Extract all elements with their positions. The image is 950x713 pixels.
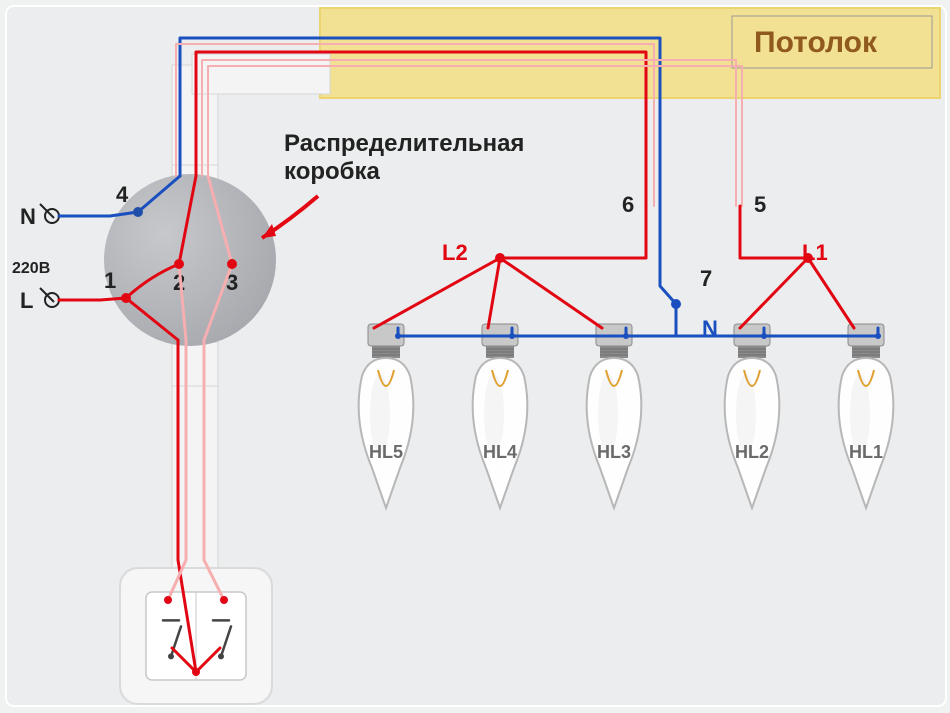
junction-node-1-label: 1 [104, 268, 116, 294]
diagram-wires-svg [0, 0, 950, 713]
junction-node-4-label: 4 [116, 182, 128, 208]
svg-text:HL4: HL4 [483, 442, 517, 462]
junction-node-3-label: 3 [226, 270, 238, 296]
svg-text:HL1: HL1 [849, 442, 883, 462]
svg-text:HL3: HL3 [597, 442, 631, 462]
svg-text:HL5: HL5 [369, 442, 403, 462]
svg-text:HL2: HL2 [735, 442, 769, 462]
node-5-label: 5 [754, 192, 766, 218]
node-6-label: 6 [622, 192, 634, 218]
source-l-label: L [20, 288, 33, 314]
source-n-label: N [20, 204, 36, 230]
wiring-diagram: HL1 HL2 HL3 HL4 HL5 Потолок Распределительна… [0, 0, 950, 713]
ceiling-label: Потолок [754, 26, 877, 60]
diagram-background-svg: HL1 HL2 HL3 HL4 HL5 [0, 0, 950, 713]
l2-label: L2 [442, 240, 468, 266]
junction-box-label: Распределительнаякоробка [284, 130, 524, 185]
neutral-label: N [702, 316, 718, 342]
junction-node-2-label: 2 [173, 270, 185, 296]
node-7-label: 7 [700, 266, 712, 292]
source-voltage-label: 220В [12, 260, 50, 278]
l1-label: L1 [802, 240, 828, 266]
